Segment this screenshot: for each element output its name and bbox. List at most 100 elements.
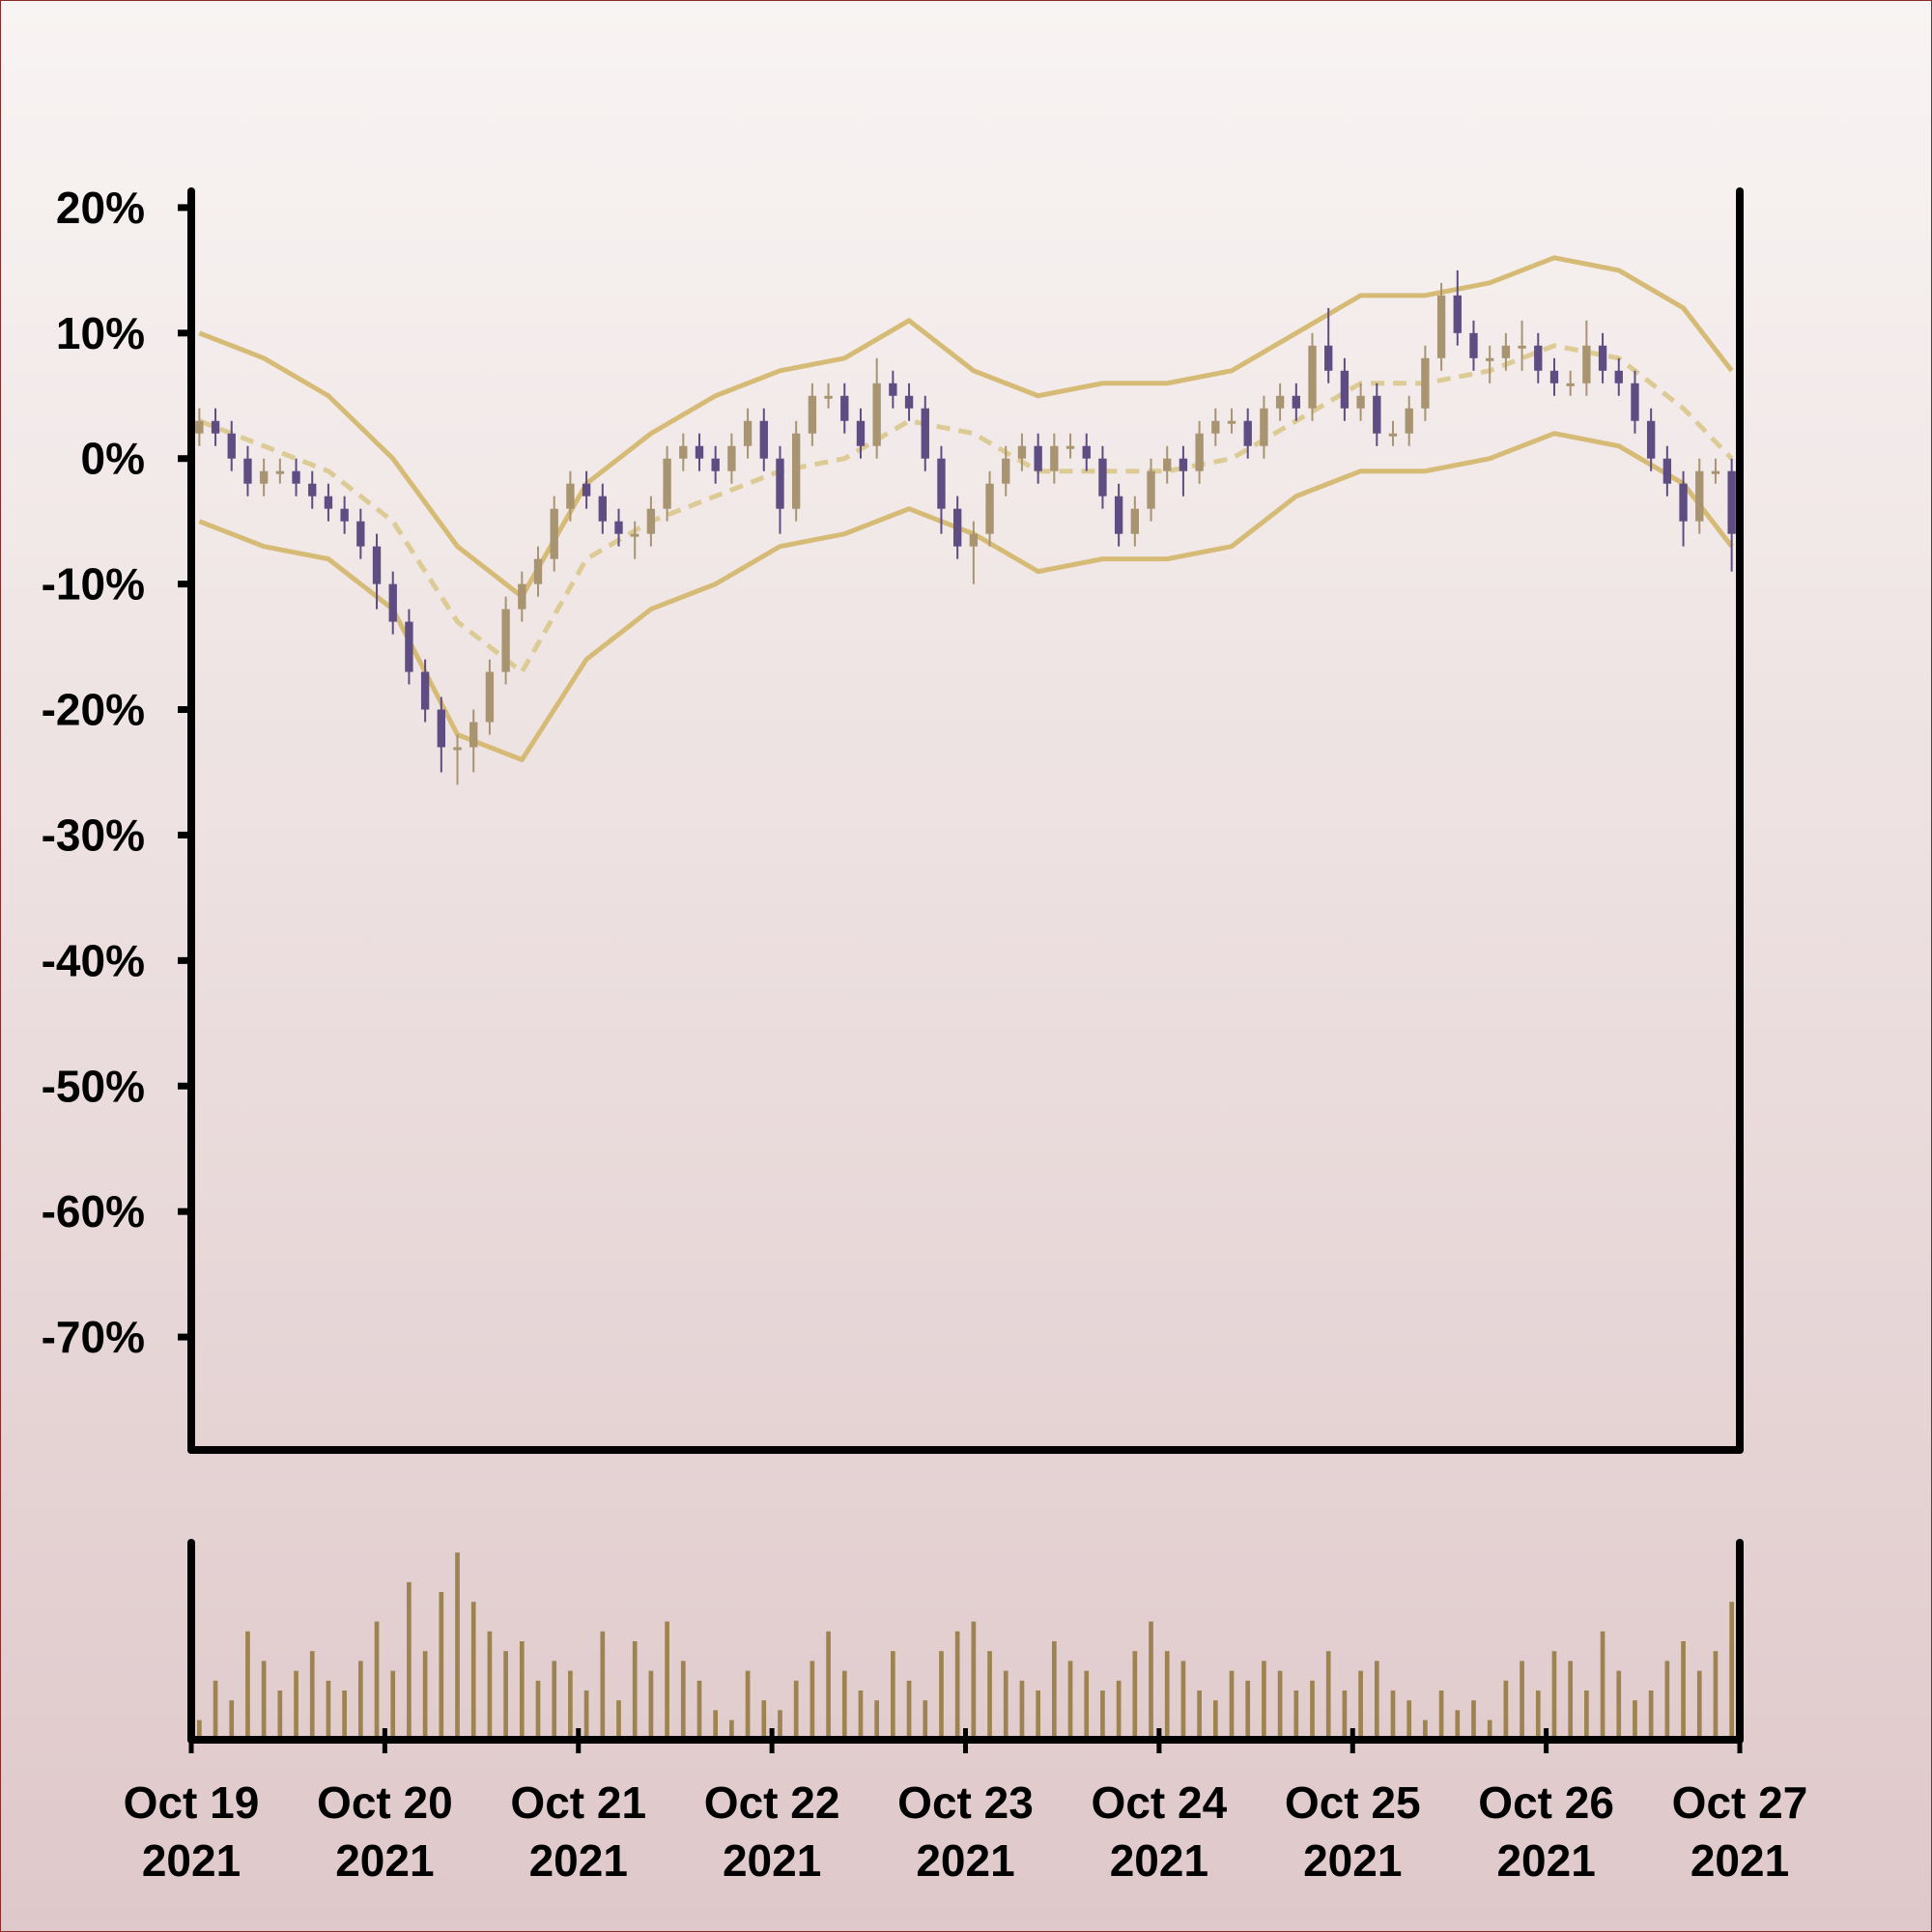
- volume-bar: [616, 1700, 621, 1740]
- volume-bar: [1310, 1680, 1315, 1740]
- candle-body: [453, 747, 462, 751]
- volume-bar: [1212, 1700, 1218, 1740]
- volume-bar: [1713, 1651, 1719, 1740]
- volume-bar: [277, 1690, 283, 1740]
- x-tick-label-line: 2021: [1303, 1835, 1402, 1886]
- volume-bar: [1520, 1661, 1524, 1740]
- volume-bar: [326, 1680, 331, 1740]
- volume-bar: [665, 1621, 669, 1740]
- volume-bar: [455, 1552, 460, 1740]
- volume-bar: [390, 1670, 396, 1740]
- candle-body: [1324, 345, 1333, 371]
- volume-bar: [1342, 1690, 1348, 1740]
- y-tick-label: -70%: [42, 1312, 145, 1362]
- x-tick-label: Oct 26 2021: [1478, 1777, 1614, 1886]
- volume-bar: [342, 1690, 347, 1740]
- volume-bar: [1568, 1661, 1574, 1740]
- candle-body: [1211, 420, 1220, 434]
- volume-bar: [552, 1661, 557, 1740]
- candle-body: [1114, 496, 1123, 534]
- candle-body: [1518, 345, 1526, 349]
- candle-body: [1227, 420, 1236, 424]
- candle-body: [1582, 345, 1591, 384]
- volume-bar: [1487, 1719, 1492, 1740]
- candle-body: [1469, 332, 1478, 358]
- volume-bar: [422, 1651, 428, 1740]
- candle-body: [1388, 433, 1398, 437]
- volume-bar: [1052, 1641, 1057, 1740]
- candle-body: [856, 420, 866, 446]
- x-tick-label-line: 2021: [335, 1835, 434, 1886]
- volume-bar: [1681, 1641, 1686, 1740]
- volume-bar: [309, 1651, 315, 1740]
- candle-body: [259, 470, 269, 484]
- candle-body: [759, 420, 768, 459]
- volume-bar: [1406, 1700, 1412, 1740]
- volume-bar: [519, 1641, 525, 1740]
- candle-body: [1034, 445, 1042, 471]
- candle-body: [1727, 470, 1736, 534]
- x-tick-label-line: Oct 22: [704, 1777, 840, 1828]
- volume-bar: [923, 1700, 928, 1740]
- candle-body: [952, 508, 962, 547]
- volume-bar: [1551, 1651, 1557, 1740]
- x-tick-label: Oct 23 2021: [897, 1777, 1034, 1886]
- volume-bar: [1503, 1680, 1509, 1740]
- volume-bar: [294, 1670, 298, 1740]
- volume-bar: [632, 1641, 638, 1740]
- candle-body: [598, 496, 607, 522]
- y-tick-label: -40%: [42, 935, 145, 985]
- x-tick-label-line: 2021: [142, 1835, 241, 1886]
- volume-bar: [778, 1710, 782, 1740]
- candle-body: [1002, 458, 1010, 484]
- candle-body: [324, 496, 333, 509]
- candle-body: [275, 470, 285, 474]
- candle-body: [1195, 433, 1204, 471]
- x-tick-label-line: 2021: [1110, 1835, 1208, 1886]
- candle-body: [1308, 345, 1317, 409]
- candle-body: [1147, 470, 1155, 509]
- candle-body: [711, 458, 720, 471]
- candle-body: [1130, 508, 1140, 534]
- volume-bar: [503, 1651, 508, 1740]
- candle-body: [631, 533, 639, 537]
- candle-body: [195, 420, 204, 434]
- candle-body: [776, 458, 784, 509]
- candle-body: [695, 445, 704, 459]
- volume-bar: [439, 1592, 444, 1740]
- x-tick-label-line: 2021: [1496, 1835, 1595, 1886]
- candle-body: [1373, 395, 1381, 434]
- volume-bar: [1729, 1602, 1734, 1740]
- candle-body: [1065, 445, 1075, 449]
- candle-body: [227, 433, 236, 459]
- x-tick-label-line: Oct 24: [1092, 1777, 1228, 1828]
- x-tick-label-line: Oct 21: [510, 1777, 646, 1828]
- candle-body: [533, 558, 543, 584]
- volume-bar: [648, 1670, 654, 1740]
- candle-body: [1292, 395, 1300, 409]
- volume-bar: [1438, 1690, 1444, 1740]
- candle-body: [582, 483, 591, 497]
- candle-body: [243, 458, 252, 484]
- candle-body: [1679, 483, 1688, 522]
- x-tick-label-line: Oct 27: [1672, 1777, 1808, 1828]
- x-tick-label: Oct 19 2021: [124, 1777, 260, 1886]
- volume-bar: [1293, 1690, 1299, 1740]
- x-tick-label-line: Oct 26: [1478, 1777, 1614, 1828]
- candle-body: [469, 722, 478, 748]
- candle-body: [679, 445, 688, 459]
- x-tick-label: Oct 25 2021: [1285, 1777, 1421, 1886]
- candle-body: [292, 470, 300, 484]
- candle-body: [211, 420, 220, 434]
- candle-body: [1631, 383, 1639, 421]
- y-tick-label: 10%: [56, 308, 145, 358]
- volume-bar: [891, 1651, 895, 1740]
- volume-bar: [1180, 1661, 1186, 1740]
- candle-body: [872, 383, 881, 446]
- candle-body: [824, 395, 833, 399]
- candle-body: [1695, 470, 1704, 522]
- volume-bar: [261, 1661, 267, 1740]
- volume-bar: [374, 1621, 380, 1740]
- candle-body: [791, 433, 801, 509]
